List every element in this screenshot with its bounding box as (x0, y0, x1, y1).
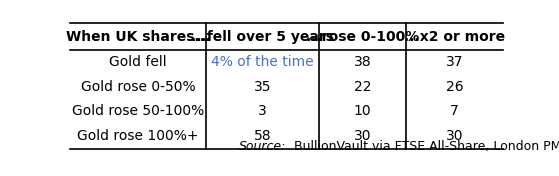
Text: ...rose 0-100%: ...rose 0-100% (306, 30, 419, 44)
Text: 58: 58 (254, 129, 272, 143)
Text: Gold rose 50-100%: Gold rose 50-100% (72, 104, 204, 118)
Text: 37: 37 (446, 55, 463, 70)
Text: 3: 3 (258, 104, 267, 118)
Text: Gold rose 100%+: Gold rose 100%+ (77, 129, 199, 143)
Text: 38: 38 (353, 55, 371, 70)
Text: Source:: Source: (239, 140, 287, 153)
Text: 10: 10 (353, 104, 371, 118)
Text: ...fell over 5 years: ...fell over 5 years (191, 30, 334, 44)
Text: 30: 30 (446, 129, 463, 143)
Text: When UK shares...: When UK shares... (66, 30, 210, 44)
Text: Gold fell: Gold fell (110, 55, 167, 70)
Text: Gold rose 0-50%: Gold rose 0-50% (81, 80, 196, 94)
Text: 7: 7 (450, 104, 459, 118)
Text: ...x2 or more: ...x2 or more (404, 30, 505, 44)
Text: 26: 26 (446, 80, 463, 94)
Text: 22: 22 (353, 80, 371, 94)
Text: BullionVault via FTSE All-Share, London PM Fix in £: BullionVault via FTSE All-Share, London … (287, 140, 559, 153)
Text: 35: 35 (254, 80, 272, 94)
Text: 4% of the time: 4% of the time (211, 55, 314, 70)
Text: 30: 30 (353, 129, 371, 143)
